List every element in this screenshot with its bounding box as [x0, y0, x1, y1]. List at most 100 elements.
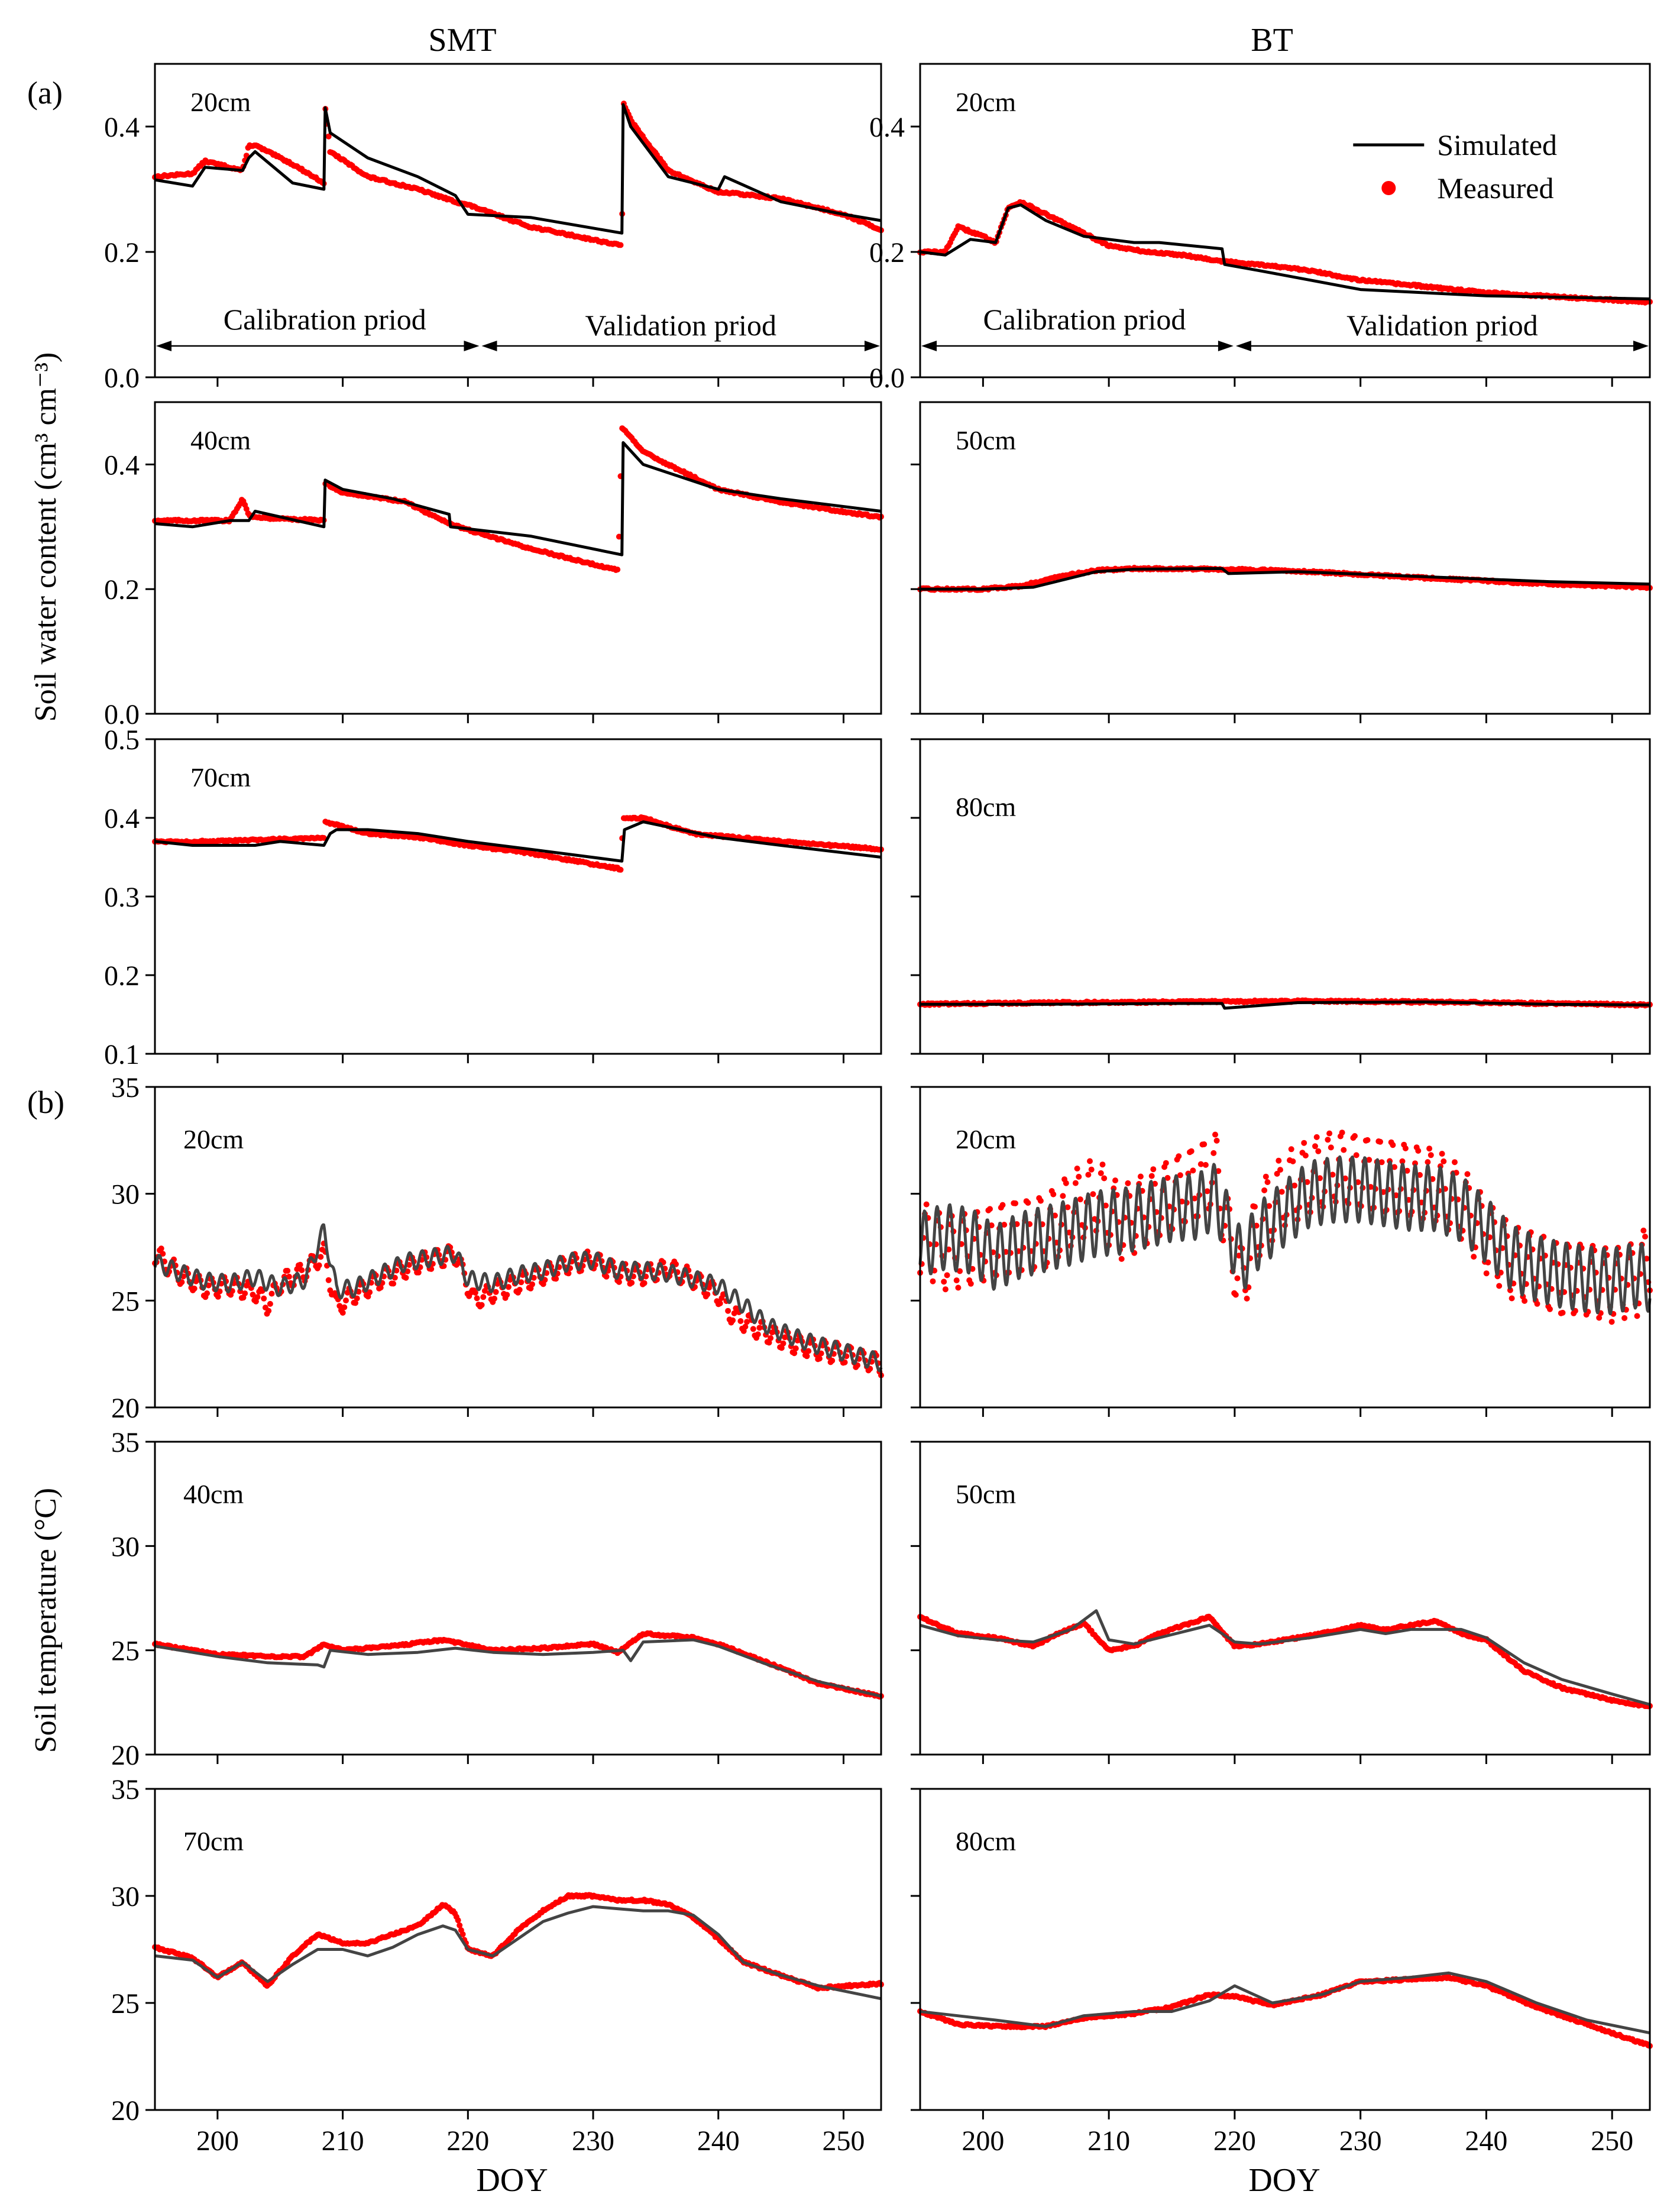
measured-point [1277, 1167, 1283, 1173]
measured-series [152, 1630, 884, 1700]
measured-point [1076, 1173, 1082, 1180]
panel-label-a: (a) [27, 75, 63, 111]
measured-point [1050, 1191, 1057, 1198]
measured-point [1234, 1275, 1241, 1281]
panel-bt-temp-20cm: 20cm [911, 1086, 1653, 1417]
measured-point [1201, 1141, 1208, 1147]
measured-point [930, 1278, 936, 1284]
measured-point [354, 1295, 360, 1302]
arrowhead [464, 341, 480, 351]
measured-point [1315, 1148, 1322, 1154]
y-tick-label: 0.4 [104, 112, 140, 143]
measured-point [1353, 1152, 1359, 1158]
calibration-label: Calibration priod [224, 303, 426, 336]
simulated-line [918, 1155, 1652, 1316]
measured-point [299, 1267, 305, 1273]
measured-point [339, 1309, 346, 1316]
panel-bt-temp-50cm: 50cm [911, 1441, 1653, 1764]
panel-bt-water-50cm: 50cm [911, 401, 1653, 723]
measured-point [1088, 1166, 1095, 1173]
measured-point [1522, 1297, 1528, 1304]
measured-point [1077, 1196, 1083, 1203]
measured-point [1471, 1254, 1477, 1260]
measured-point [1087, 1158, 1093, 1164]
measured-point [955, 1284, 962, 1291]
measured-point [377, 1284, 384, 1291]
measured-point [1415, 1148, 1422, 1154]
column-title-smt: SMT [428, 22, 496, 59]
measured-point [343, 1297, 349, 1304]
y-axis-label-water: Soil water content (cm³ cm⁻³) [29, 352, 63, 722]
measured-point [616, 533, 622, 540]
x-axis-label-smt: DOY [476, 2162, 548, 2199]
measured-point [942, 1286, 949, 1293]
measured-point [1232, 1292, 1239, 1298]
plot-frame [919, 401, 1651, 715]
plot-frame [154, 1441, 882, 1756]
legend-label-measured: Measured [1437, 171, 1553, 205]
measured-point [160, 1251, 166, 1257]
depth-label: 40cm [183, 1479, 244, 1509]
measured-point [750, 1326, 756, 1332]
measured-point [1190, 1167, 1196, 1174]
measured-point [1176, 1153, 1182, 1160]
measured-point [318, 1254, 324, 1260]
depth-label: 20cm [183, 1124, 244, 1154]
measured-point [1264, 1179, 1271, 1185]
measured-point [1060, 1193, 1066, 1199]
depth-label: 20cm [956, 87, 1016, 117]
measured-series [152, 101, 884, 248]
measured-point [1427, 1152, 1434, 1158]
measured-point [1072, 1180, 1079, 1186]
measured-point [1210, 1150, 1217, 1156]
depth-label: 20cm [190, 87, 251, 117]
arrowhead [1218, 341, 1234, 351]
measured-point [641, 1280, 648, 1286]
measured-point [390, 1280, 397, 1287]
plot-frame [154, 1086, 882, 1409]
y-tick-label: 0.4 [869, 112, 905, 143]
plot-frame [919, 63, 1651, 378]
measured-point [999, 1202, 1006, 1208]
validation-label: Validation priod [1346, 309, 1538, 342]
measured-point [1090, 1191, 1096, 1198]
measured-point [242, 1290, 248, 1297]
measured-point [1290, 1158, 1296, 1164]
measured-point [1212, 1131, 1218, 1138]
simulated-line [920, 1609, 1650, 1706]
measured-point [1452, 1159, 1458, 1166]
measured-point [1074, 1166, 1080, 1171]
y-tick-label: 35 [111, 1427, 140, 1458]
plot-frame [919, 1441, 1651, 1756]
simulated-line [920, 1000, 1650, 1010]
measured-point [325, 133, 332, 140]
measured-point [1150, 1166, 1157, 1173]
measured-point [617, 242, 624, 248]
x-axis-label-bt: DOY [1248, 2162, 1320, 2199]
validation-label: Validation priod [585, 309, 776, 342]
measured-point [730, 1317, 736, 1323]
measured-point [472, 1290, 478, 1296]
measured-point [336, 1303, 343, 1309]
arrowhead [921, 341, 937, 351]
measured-point [1377, 1138, 1383, 1145]
legend-label-simulated: Simulated [1437, 128, 1557, 161]
measured-point [617, 866, 624, 873]
measured-point [1025, 1200, 1031, 1206]
y-tick-label: 0.0 [104, 699, 140, 730]
measured-point [415, 1269, 422, 1276]
calibration-label: Calibration priod [983, 303, 1186, 336]
measured-point [1188, 1148, 1195, 1154]
measured-point [268, 1290, 275, 1297]
measured-point [780, 1340, 786, 1347]
y-axis-label-temp: Soil temperature (°C) [29, 1488, 63, 1753]
measured-point [1621, 1315, 1628, 1321]
measured-point [1137, 1173, 1144, 1180]
depth-label: 50cm [956, 425, 1016, 455]
measured-point [1263, 1173, 1269, 1180]
measured-point [325, 1277, 332, 1283]
depth-label: 80cm [956, 792, 1016, 822]
measured-point [352, 1300, 358, 1306]
